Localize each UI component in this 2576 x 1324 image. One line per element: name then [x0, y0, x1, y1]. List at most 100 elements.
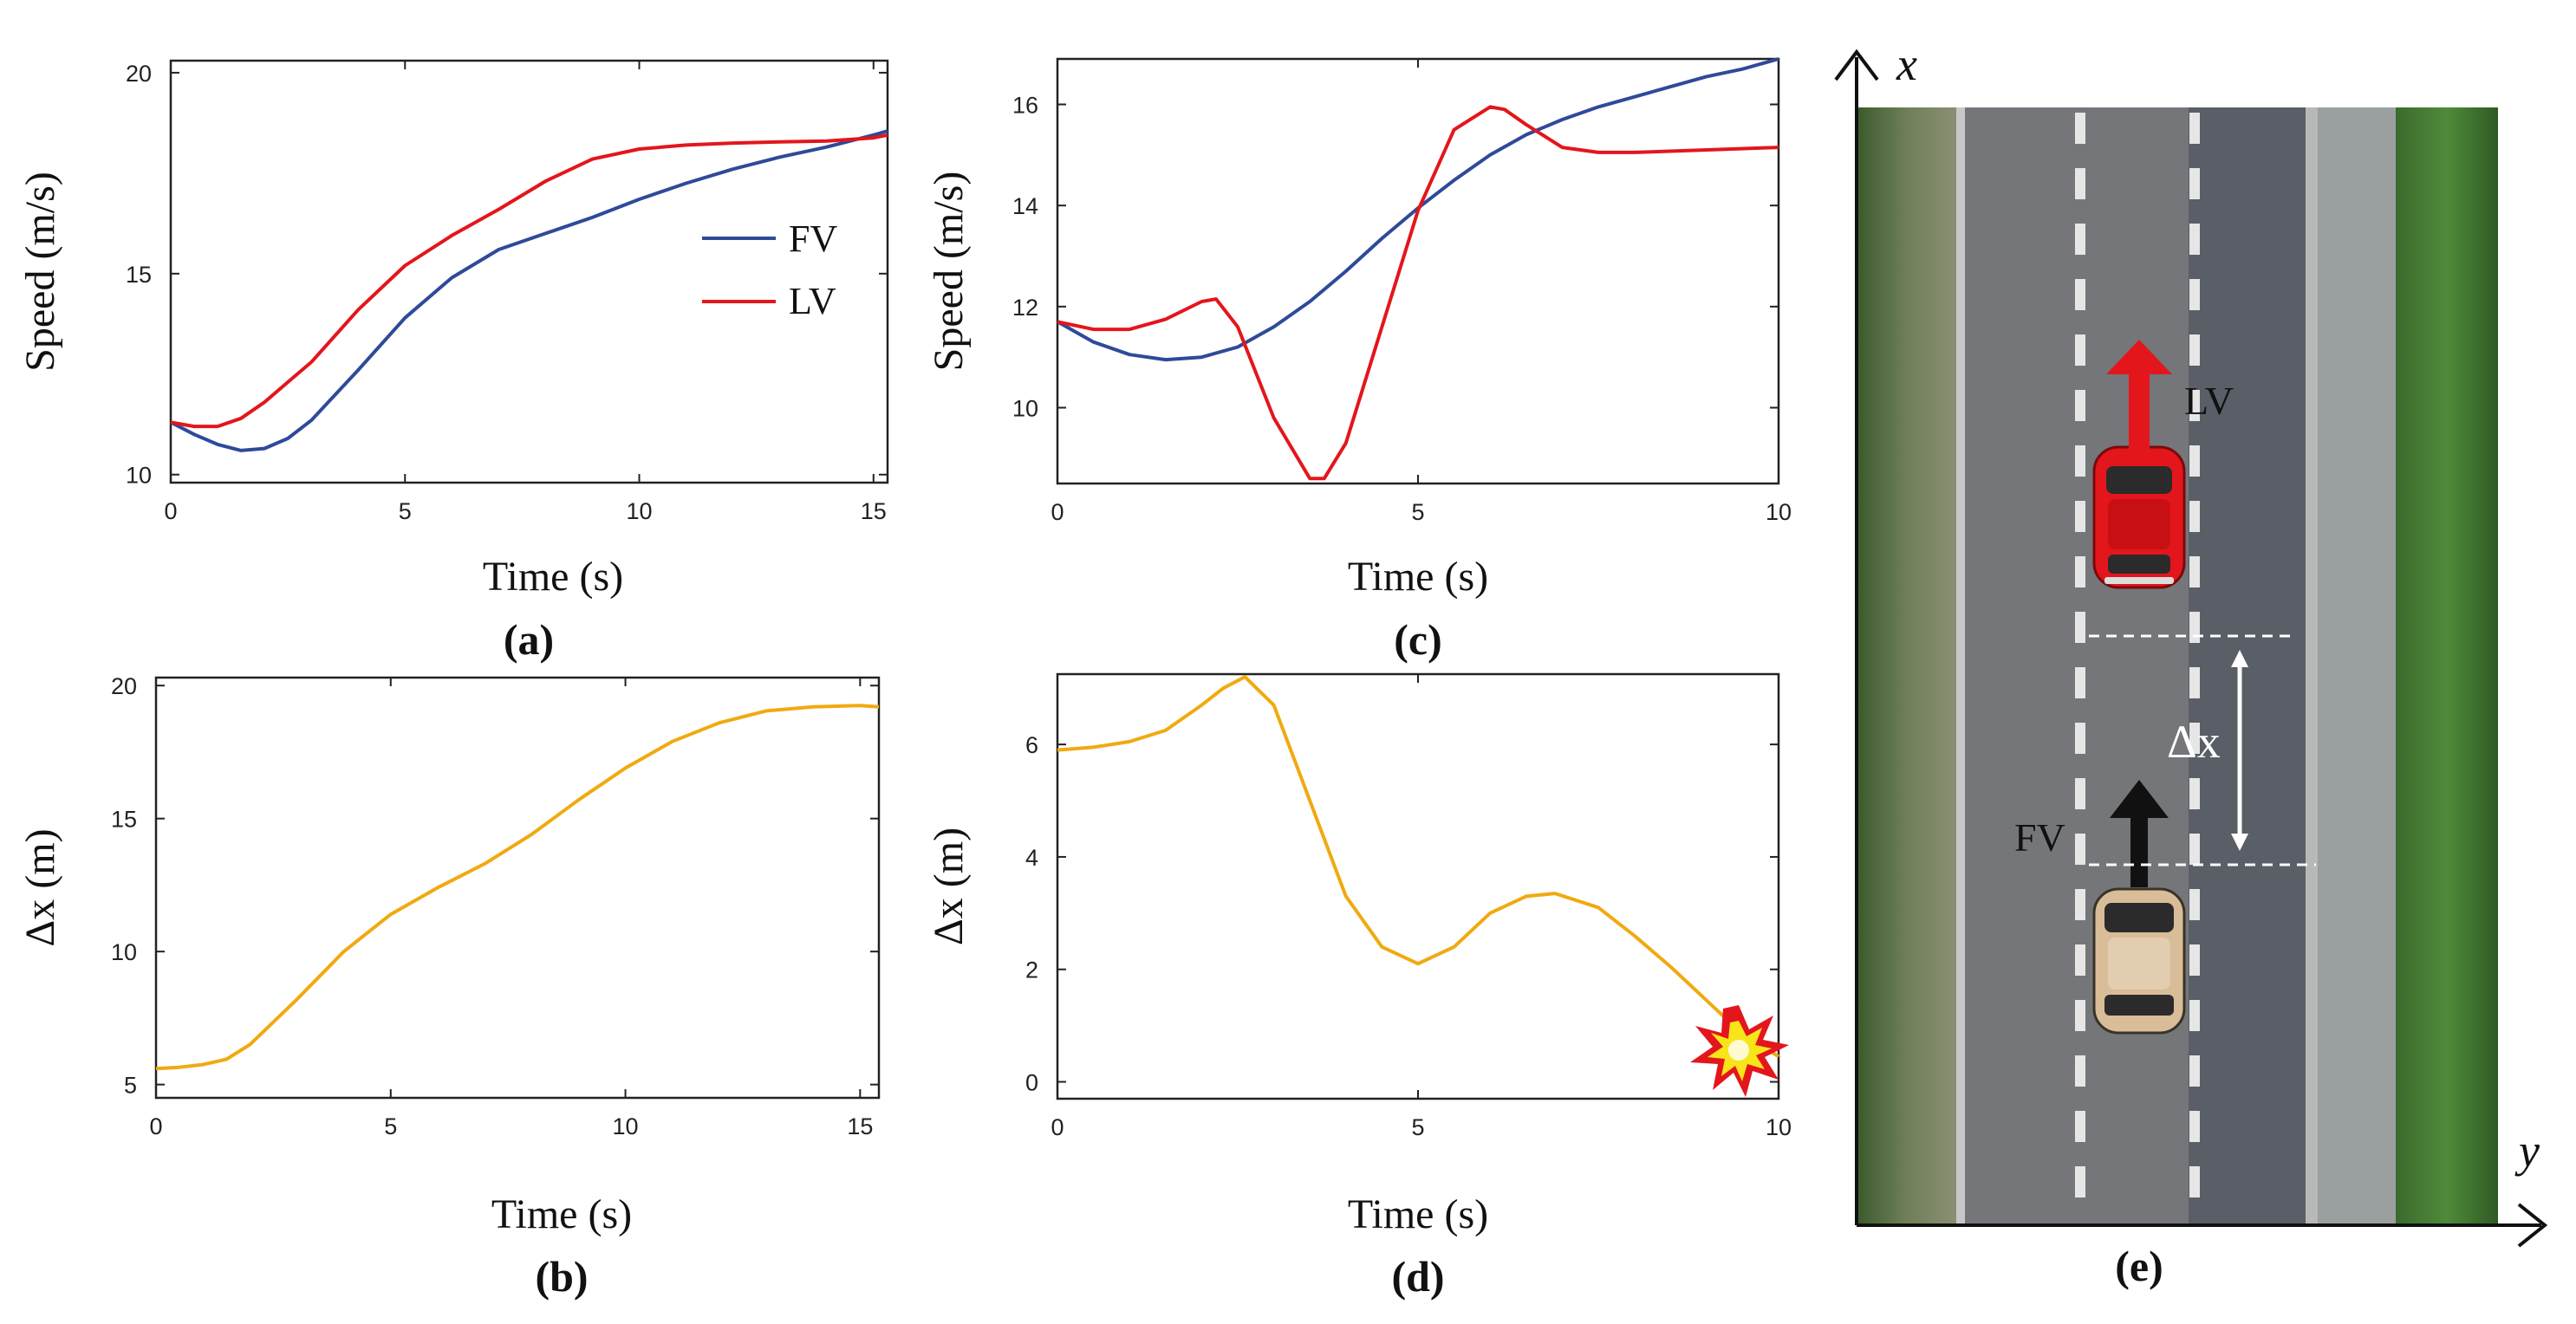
scene-x-axis-arrowhead-icon: [1834, 49, 1879, 81]
legend: FV LV: [702, 217, 837, 322]
plot-area-b: [154, 676, 881, 1100]
lv-label: LV: [2184, 379, 2234, 423]
lane-dash: [2075, 390, 2085, 421]
y-tick-label: 10: [126, 463, 152, 489]
lane-dash: [2075, 1000, 2085, 1031]
y-tick-label: 14: [1012, 193, 1038, 219]
chart-c: 0 5 10 10 12 14 16 Time (s) Speed (m/s) (c): [926, 57, 1792, 664]
x-tick-label: 5: [399, 498, 412, 524]
shoulder-left: [1956, 107, 1965, 1225]
x-tick-label: 0: [149, 1113, 162, 1139]
y-tick-label: 15: [111, 807, 137, 833]
panel-label-b: (b): [535, 1252, 588, 1301]
lane-dash: [2075, 612, 2085, 643]
grass-right: [2396, 107, 2498, 1225]
series-line-dx: [1057, 675, 1780, 1058]
x-tick-label: 10: [613, 1113, 639, 1139]
lane-dash: [2189, 944, 2200, 976]
lane-markings: [2075, 113, 2200, 1197]
series-line-lv: [170, 133, 888, 429]
lane-dash: [2189, 1111, 2200, 1142]
panel-label-d: (d): [1391, 1252, 1444, 1301]
lane-dash: [2075, 944, 2085, 976]
plot-area-d: [1056, 672, 1780, 1100]
x-axis-label: Time (s): [483, 554, 623, 600]
x-tick-label: 15: [861, 498, 887, 524]
lane-dash: [2075, 224, 2085, 255]
lane-dash: [2075, 556, 2085, 587]
y-axis-label: Speed (m/s): [926, 172, 972, 372]
shoulder-right: [2306, 107, 2318, 1225]
lane-dash: [2075, 834, 2085, 865]
x-tick-label: 15: [847, 1113, 873, 1139]
fv-direction-arrow-icon: [2110, 780, 2169, 887]
x-axis-label: Time (s): [491, 1191, 632, 1237]
lane-dash: [2189, 556, 2200, 587]
lane-dash: [2075, 334, 2085, 366]
lane-dash: [2075, 168, 2085, 199]
legend-lv-label: LV: [789, 280, 836, 322]
lane-dash: [2075, 445, 2085, 477]
panel-label-e: (e): [2115, 1242, 2163, 1290]
legend-fv-label: FV: [789, 217, 837, 260]
series-line-lv: [1057, 105, 1779, 481]
lane-dash: [2189, 1166, 2200, 1197]
y-tick-label: 20: [126, 61, 152, 87]
lane-dash: [2189, 390, 2200, 421]
x-tick-label: 0: [164, 498, 177, 524]
lane-dash: [2075, 778, 2085, 809]
y-tick-label: 15: [126, 262, 152, 288]
lane-dash: [2189, 279, 2200, 310]
plot-area-a: [169, 59, 889, 484]
lane-dash: [2189, 667, 2200, 698]
lane-dash: [2075, 501, 2085, 532]
lane-dash: [2189, 1000, 2200, 1031]
lane-dash: [2189, 224, 2200, 255]
y-tick-label: 20: [111, 673, 137, 699]
lane-dash: [2075, 1166, 2085, 1197]
y-tick-label: 10: [1012, 396, 1038, 422]
lane-dash: [2189, 445, 2200, 477]
lane-dash: [2075, 889, 2085, 920]
x-tick-label: 5: [1411, 1114, 1424, 1140]
lane-dash: [2189, 778, 2200, 809]
y-tick-label: 4: [1025, 845, 1038, 871]
y-axis-label: Δx (m): [17, 828, 63, 946]
lane-dash: [2189, 113, 2200, 144]
lane-dash: [2189, 1055, 2200, 1087]
panel-label-a: (a): [504, 615, 554, 664]
y-tick-label: 5: [124, 1073, 137, 1099]
scene-y-axis-label: y: [2514, 1125, 2540, 1177]
shoulder-right-band: [2318, 107, 2396, 1225]
gap-label: Δx: [2167, 716, 2221, 768]
x-tick-label: 10: [626, 498, 652, 524]
road-lane-dark: [2189, 107, 2306, 1225]
fv-label: FV: [2014, 815, 2065, 860]
x-tick-label: 5: [384, 1113, 397, 1139]
lane-dash: [2189, 168, 2200, 199]
lv-car: [2092, 445, 2186, 589]
scene-x-axis-label: x: [1896, 38, 1917, 90]
lane-dash: [2075, 723, 2085, 754]
grass-left: [1857, 107, 1956, 1225]
chart-a: 0 5 10 15 10 15 20 Time (s) Speed (m/s) (a): [17, 59, 889, 664]
y-tick-label: 6: [1025, 732, 1038, 758]
lane-dash: [2075, 667, 2085, 698]
x-tick-label: 5: [1411, 499, 1424, 525]
lane-dash: [2189, 889, 2200, 920]
collision-burst-icon: [1690, 1005, 1789, 1097]
y-tick-label: 2: [1025, 957, 1038, 983]
y-axis-label: Speed (m/s): [17, 172, 63, 372]
y-tick-label: 12: [1012, 295, 1038, 321]
plot-area-c: [1056, 57, 1780, 485]
lane-dash: [2075, 1111, 2085, 1142]
road-scene: LV FV Δx x y (e): [1834, 38, 2548, 1290]
x-axis-label: Time (s): [1348, 554, 1488, 600]
lane-dash: [2189, 501, 2200, 532]
x-tick-label: 0: [1051, 1114, 1064, 1140]
lane-dash: [2075, 1055, 2085, 1087]
x-axis-label: Time (s): [1348, 1191, 1488, 1237]
fv-car: [2092, 887, 2186, 1035]
